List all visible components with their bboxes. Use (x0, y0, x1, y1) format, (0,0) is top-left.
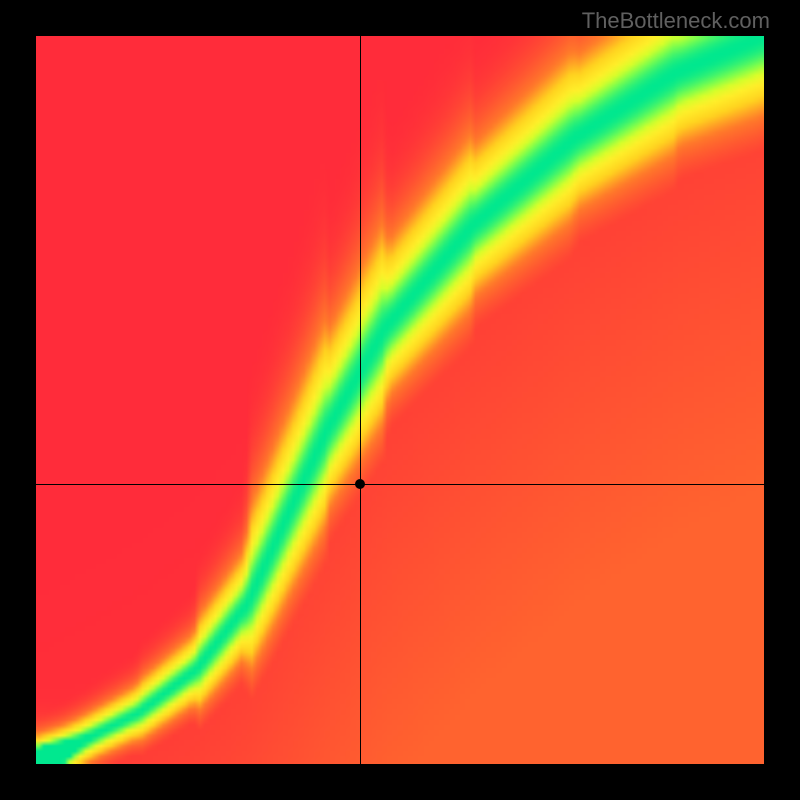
chart-container: TheBottleneck.com (0, 0, 800, 800)
watermark-text: TheBottleneck.com (582, 8, 770, 34)
plot-area (36, 36, 764, 764)
heatmap-canvas (36, 36, 764, 764)
crosshair-horizontal (36, 484, 764, 485)
crosshair-marker-dot (355, 479, 365, 489)
crosshair-vertical (360, 36, 361, 764)
